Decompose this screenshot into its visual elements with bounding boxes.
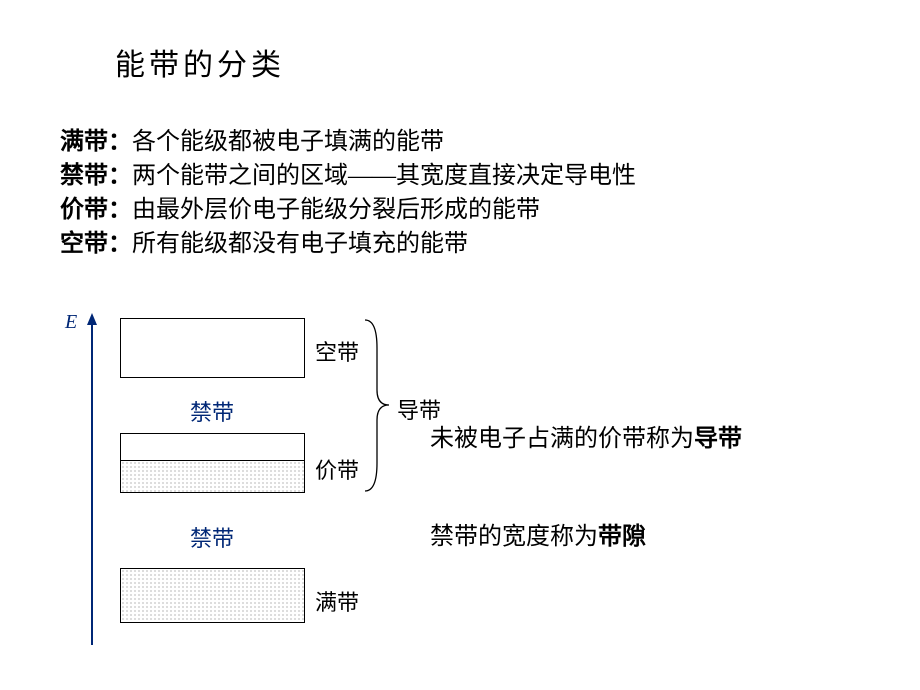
def-row-0: 满带：各个能级都被电子填满的能带 [60, 128, 444, 157]
note2-bold: 带隙 [598, 524, 646, 550]
def-label-1: 禁带： [60, 163, 132, 189]
def-text-1: 两个能带之间的区域——其宽度直接决定导电性 [132, 163, 636, 189]
brace-icon [363, 318, 393, 493]
page-title: 能带的分类 [115, 40, 285, 84]
label-valence-band: 价带 [315, 453, 359, 485]
def-row-1: 禁带：两个能带之间的区域——其宽度直接决定导电性 [60, 162, 636, 191]
def-row-2: 价带：由最外层价电子能级分裂后形成的能带 [60, 196, 540, 225]
note-line-2: 禁带的宽度称为带隙 [430, 516, 646, 551]
note1-bold: 导带 [694, 426, 742, 452]
note2-pre: 禁带的宽度称为 [430, 524, 598, 550]
label-full-band: 满带 [315, 585, 359, 617]
band-empty [120, 318, 305, 378]
label-gap-2: 禁带 [190, 521, 234, 553]
axis-arrow-icon [87, 313, 97, 325]
def-text-2: 由最外层价电子能级分裂后形成的能带 [132, 197, 540, 223]
note1-pre: 未被电子占满的价带称为 [430, 426, 694, 452]
band-valence-upper [120, 433, 305, 461]
def-text-0: 各个能级都被电子填满的能带 [132, 129, 444, 155]
band-valence-lower [120, 461, 305, 493]
def-row-3: 空带：所有能级都没有电子填充的能带 [60, 230, 468, 259]
label-empty-band: 空带 [315, 335, 359, 367]
axis-label-E: E [65, 311, 77, 334]
def-text-3: 所有能级都没有电子填充的能带 [132, 231, 468, 257]
note-line-1: 未被电子占满的价带称为导带 [430, 418, 742, 453]
band-diagram: E 空带 价带 满带 禁带 禁带 导带 [65, 313, 435, 663]
def-label-3: 空带： [60, 231, 132, 257]
axis-line [91, 323, 93, 645]
band-full [120, 568, 305, 623]
def-label-2: 价带： [60, 197, 132, 223]
label-gap-1: 禁带 [190, 395, 234, 427]
def-label-0: 满带： [60, 129, 132, 155]
